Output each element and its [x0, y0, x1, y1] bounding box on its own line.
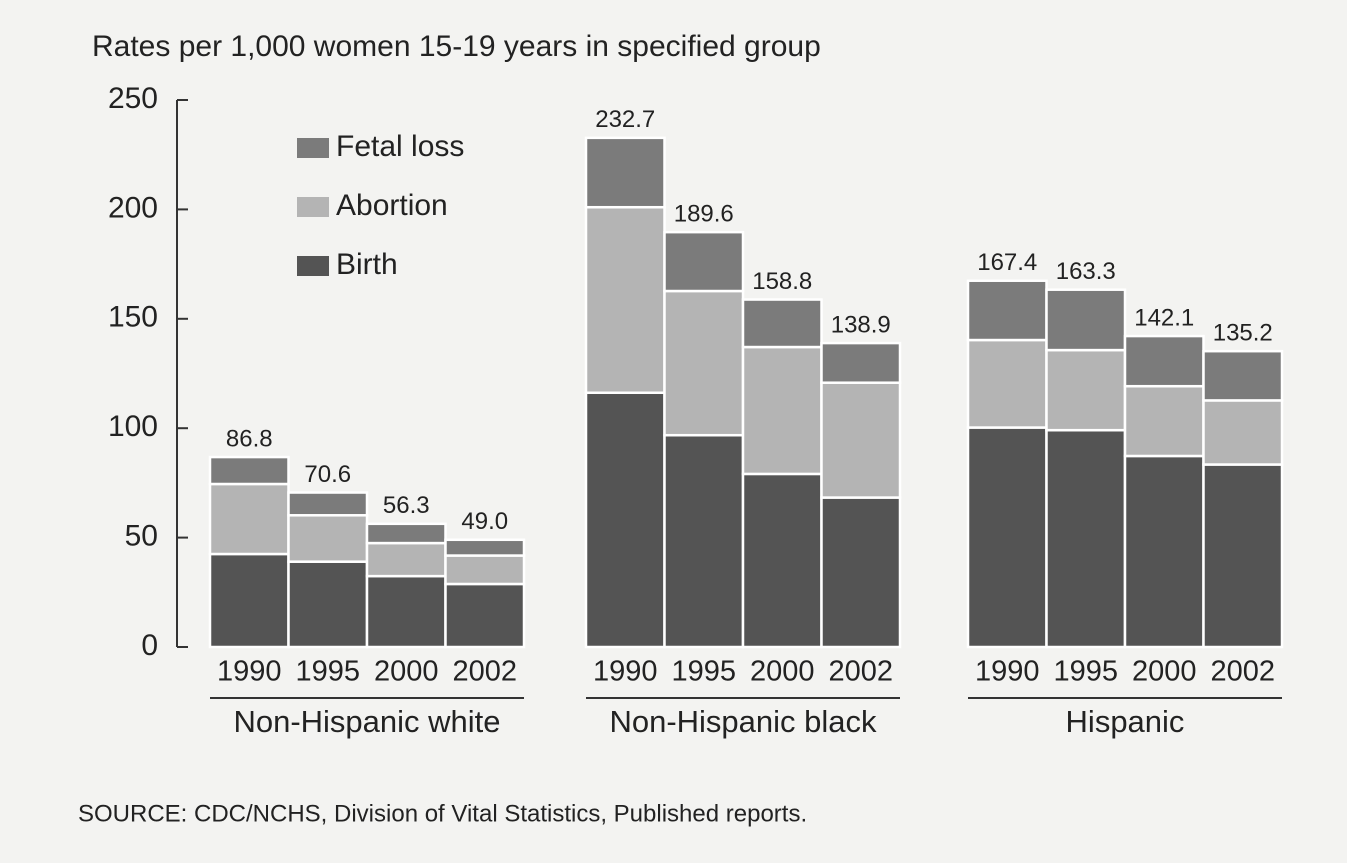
legend-swatch: [297, 256, 329, 276]
legend-label: Fetal loss: [336, 130, 464, 163]
source-note: SOURCE: CDC/NCHS, Division of Vital Stat…: [78, 800, 807, 827]
bar-segment: [584, 205, 666, 395]
bar-segment: [287, 514, 369, 563]
bar-segment: [1202, 349, 1284, 402]
bar-segment: [287, 560, 369, 649]
group-label: Non-Hispanic white: [233, 704, 501, 739]
bar-segment: [444, 538, 526, 557]
bar-segment: [365, 574, 447, 649]
bar-segment: [1045, 348, 1127, 432]
x-tick-label: 1990: [217, 656, 282, 688]
bar-segment: [966, 426, 1048, 649]
total-label: 189.6: [674, 200, 734, 227]
x-tick-label: 1995: [671, 656, 736, 688]
bar-segment: [820, 381, 902, 499]
x-tick-label: 1995: [295, 656, 360, 688]
bar-segment: [741, 298, 823, 349]
total-label: 232.7: [595, 106, 655, 133]
bar-segment: [365, 522, 447, 545]
total-label: 163.3: [1056, 258, 1116, 285]
bar-segment: [1123, 334, 1205, 388]
legend-swatch: [297, 197, 329, 217]
y-tick-label: 250: [108, 82, 158, 115]
chart-title: Rates per 1,000 women 15-19 years in spe…: [92, 30, 821, 63]
total-label: 49.0: [461, 508, 508, 535]
x-tick-label: 1995: [1053, 656, 1118, 688]
bar-segment: [966, 338, 1048, 429]
bar-segment: [1045, 288, 1127, 352]
bar-segment: [966, 279, 1048, 342]
total-label: 167.4: [977, 249, 1037, 276]
bar-segment: [663, 289, 745, 437]
bar-segment: [820, 496, 902, 649]
bar-segment: [584, 391, 666, 649]
x-tick-label: 1990: [975, 656, 1040, 688]
bar-segment: [365, 541, 447, 578]
bar-segment: [820, 341, 902, 384]
bar-segment: [208, 455, 290, 486]
total-label: 142.1: [1134, 304, 1194, 331]
bar-segment: [1202, 463, 1284, 649]
x-tick-label: 2000: [750, 656, 815, 688]
bar-segment: [1202, 399, 1284, 466]
y-tick-label: 150: [108, 301, 158, 334]
y-tick-label: 200: [108, 191, 158, 224]
bar-segment: [444, 554, 526, 586]
x-tick-label: 2002: [828, 656, 893, 688]
y-tick-label: 100: [108, 410, 158, 443]
total-label: 135.2: [1213, 320, 1273, 347]
legend-swatch: [297, 138, 329, 158]
legend-label: Birth: [336, 248, 398, 281]
y-tick-label: 0: [141, 629, 158, 662]
x-tick-label: 1990: [593, 656, 658, 688]
total-label: 56.3: [383, 492, 430, 519]
x-tick-label: 2002: [452, 656, 517, 688]
total-label: 138.9: [831, 311, 891, 338]
bar-segment: [741, 472, 823, 649]
y-tick-label: 50: [125, 520, 158, 553]
bar-segment: [584, 136, 666, 209]
total-label: 86.8: [226, 425, 273, 452]
group-label: Hispanic: [1065, 704, 1185, 739]
bar-segment: [287, 491, 369, 517]
bar-segment: [1123, 454, 1205, 649]
legend-label: Abortion: [336, 189, 448, 222]
bar-segment: [741, 345, 823, 476]
x-tick-label: 2002: [1210, 656, 1275, 688]
bar-segment: [208, 552, 290, 649]
group-label: Non-Hispanic black: [609, 704, 877, 739]
x-tick-label: 2000: [1132, 656, 1197, 688]
x-tick-label: 2000: [374, 656, 439, 688]
total-label: 70.6: [304, 461, 351, 488]
total-label: 158.8: [752, 268, 812, 295]
bar-segment: [444, 582, 526, 649]
bar-segment: [208, 482, 290, 556]
bar-segment: [1123, 384, 1205, 458]
bar-segment: [1045, 428, 1127, 649]
bar-segment: [663, 230, 745, 293]
bar-segment: [663, 433, 745, 649]
